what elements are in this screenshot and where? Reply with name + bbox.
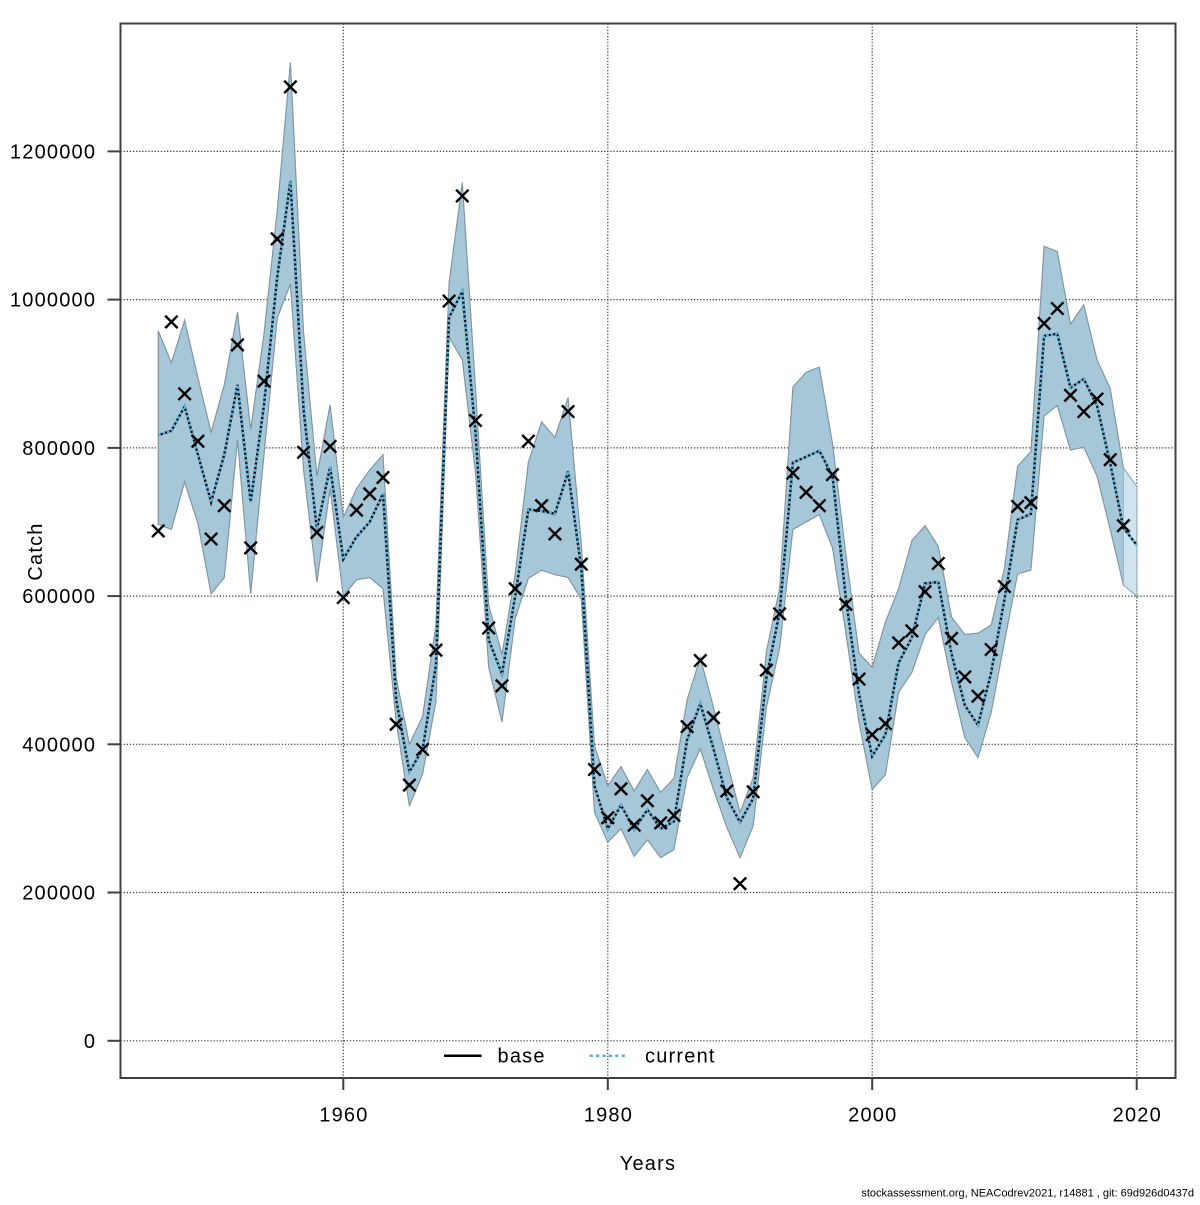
- svg-text:400000: 400000: [22, 734, 96, 756]
- svg-text:200000: 200000: [22, 883, 96, 905]
- svg-text:600000: 600000: [22, 586, 96, 608]
- svg-text:1200000: 1200000: [10, 141, 96, 163]
- svg-text:0: 0: [84, 1031, 96, 1053]
- svg-text:1000000: 1000000: [10, 290, 96, 312]
- svg-text:stockassessment.org, NEACodrev: stockassessment.org, NEACodrev2021, r148…: [861, 1188, 1194, 1200]
- svg-text:800000: 800000: [22, 438, 96, 460]
- svg-text:Years: Years: [620, 1153, 676, 1175]
- svg-text:Catch: Catch: [25, 522, 47, 580]
- svg-text:2000: 2000: [848, 1104, 897, 1126]
- svg-text:2020: 2020: [1113, 1104, 1162, 1126]
- svg-text:1980: 1980: [584, 1104, 633, 1126]
- svg-text:current: current: [645, 1046, 716, 1068]
- svg-text:1960: 1960: [319, 1104, 368, 1126]
- svg-text:base: base: [498, 1046, 546, 1068]
